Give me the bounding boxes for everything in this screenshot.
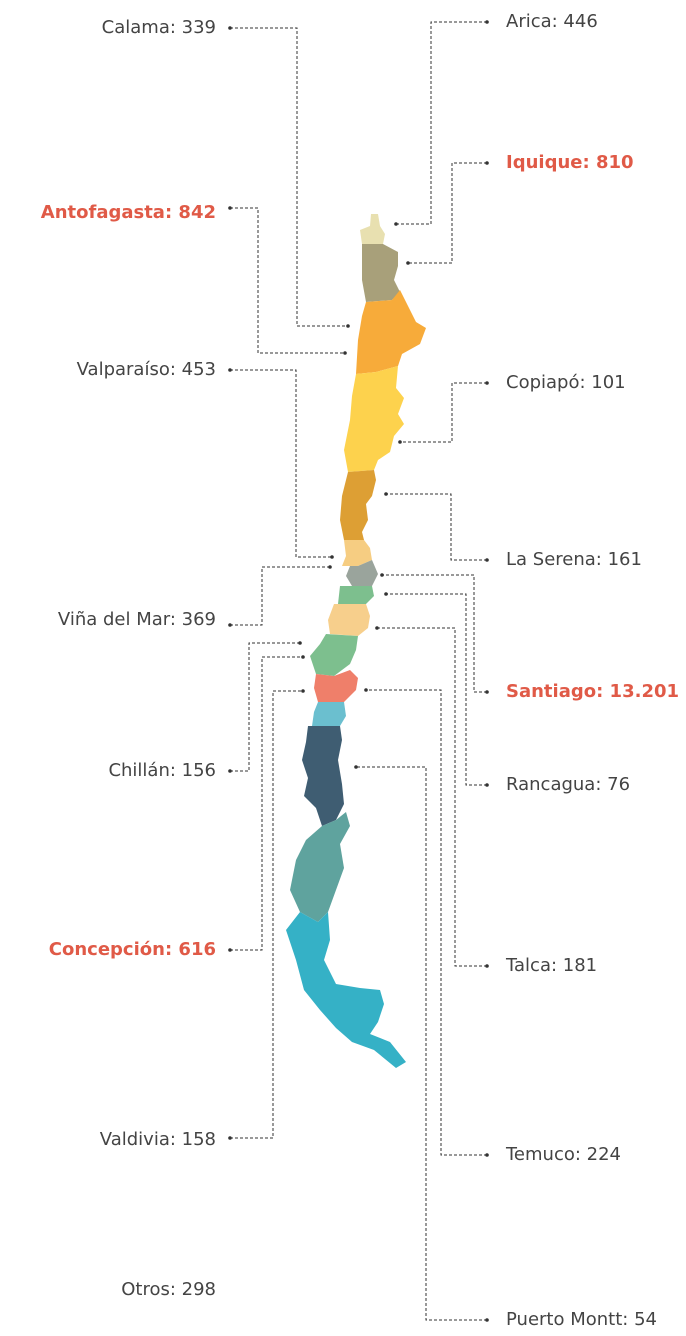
city-label: Talca: 181 xyxy=(505,955,597,976)
region-los-lagos xyxy=(302,726,344,826)
leader-line xyxy=(230,27,348,327)
city-label: Calama: 339 xyxy=(102,17,216,38)
leader-end xyxy=(384,492,388,496)
city-label: Puerto Montt: 54 xyxy=(506,1309,657,1330)
leader-end xyxy=(343,351,347,355)
leader-end xyxy=(380,573,384,577)
region-valparaiso xyxy=(342,540,372,566)
city-label: Concepción: 616 xyxy=(49,939,216,960)
city-label: Temuco: 224 xyxy=(505,1144,621,1165)
region-atacama xyxy=(344,366,404,472)
leader-dot xyxy=(485,690,489,694)
leader-end xyxy=(301,655,305,659)
leader-dot xyxy=(228,26,232,30)
city-label: Valdivia: 158 xyxy=(100,1129,216,1150)
leader-line xyxy=(386,593,487,786)
leader-dot xyxy=(485,558,489,562)
region-ohiggins xyxy=(338,586,374,604)
leader-line xyxy=(377,627,487,967)
city-label: Chillán: 156 xyxy=(108,760,216,781)
leader-line xyxy=(230,369,332,558)
leader-end xyxy=(398,440,402,444)
leader-line xyxy=(386,493,487,561)
leader-line xyxy=(230,566,330,626)
leader-dot xyxy=(228,1136,232,1140)
leader-end xyxy=(330,555,334,559)
leader-line xyxy=(408,162,487,264)
leader-dot xyxy=(485,381,489,385)
leader-end xyxy=(298,641,302,645)
region-los-rios xyxy=(312,702,346,726)
leader-dot xyxy=(228,368,232,372)
leader-line xyxy=(230,642,300,772)
leader-dot xyxy=(485,161,489,165)
region-araucania xyxy=(314,670,358,702)
region-aysen xyxy=(290,812,350,922)
leader-end xyxy=(406,261,410,265)
city-label: Viña del Mar: 369 xyxy=(58,609,216,630)
city-label: Rancagua: 76 xyxy=(506,774,630,795)
leader-end xyxy=(346,324,350,328)
leader-dot xyxy=(485,1153,489,1157)
chile-map xyxy=(286,214,426,1068)
leader-dot xyxy=(228,206,232,210)
leader-line xyxy=(230,207,345,354)
leader-dot xyxy=(228,948,232,952)
leader-dot xyxy=(485,964,489,968)
city-label: Valparaíso: 453 xyxy=(77,359,216,380)
leader-end xyxy=(354,765,358,769)
leader-dot xyxy=(228,623,232,627)
region-antofagasta xyxy=(356,290,426,374)
leader-end xyxy=(364,688,368,692)
city-label: Antofagasta: 842 xyxy=(41,202,216,223)
leader-line xyxy=(382,574,487,693)
leader-line xyxy=(400,382,487,443)
region-tarapaca xyxy=(362,244,400,302)
region-santiago xyxy=(346,560,378,586)
leader-end xyxy=(394,222,398,226)
leader-dot xyxy=(485,783,489,787)
leader-dot xyxy=(228,769,232,773)
labels: Calama: 339 Antofagasta: 842 Valparaíso: 4… xyxy=(41,11,679,1330)
region-biobio xyxy=(310,634,358,676)
city-label: Santiago: 13.201 xyxy=(506,681,679,702)
leader-end xyxy=(301,689,305,693)
city-label: Arica: 446 xyxy=(506,11,598,32)
leader-line xyxy=(356,766,487,1321)
leader-line xyxy=(366,689,487,1156)
leader-line xyxy=(396,21,487,225)
leader-dot xyxy=(485,1318,489,1322)
leader-end xyxy=(328,565,332,569)
city-label: Otros: 298 xyxy=(121,1279,216,1300)
leader-dot xyxy=(485,20,489,24)
city-label: Copiapó: 101 xyxy=(506,372,626,393)
region-arica xyxy=(360,214,385,244)
leader-end xyxy=(384,592,388,596)
leader-end xyxy=(375,626,379,630)
leader-line xyxy=(230,656,303,951)
leader-line xyxy=(230,690,303,1139)
city-label: La Serena: 161 xyxy=(506,549,642,570)
region-coquimbo xyxy=(340,470,376,540)
region-magallanes xyxy=(286,912,406,1068)
city-label: Iquique: 810 xyxy=(506,152,634,173)
region-maule xyxy=(328,604,370,636)
